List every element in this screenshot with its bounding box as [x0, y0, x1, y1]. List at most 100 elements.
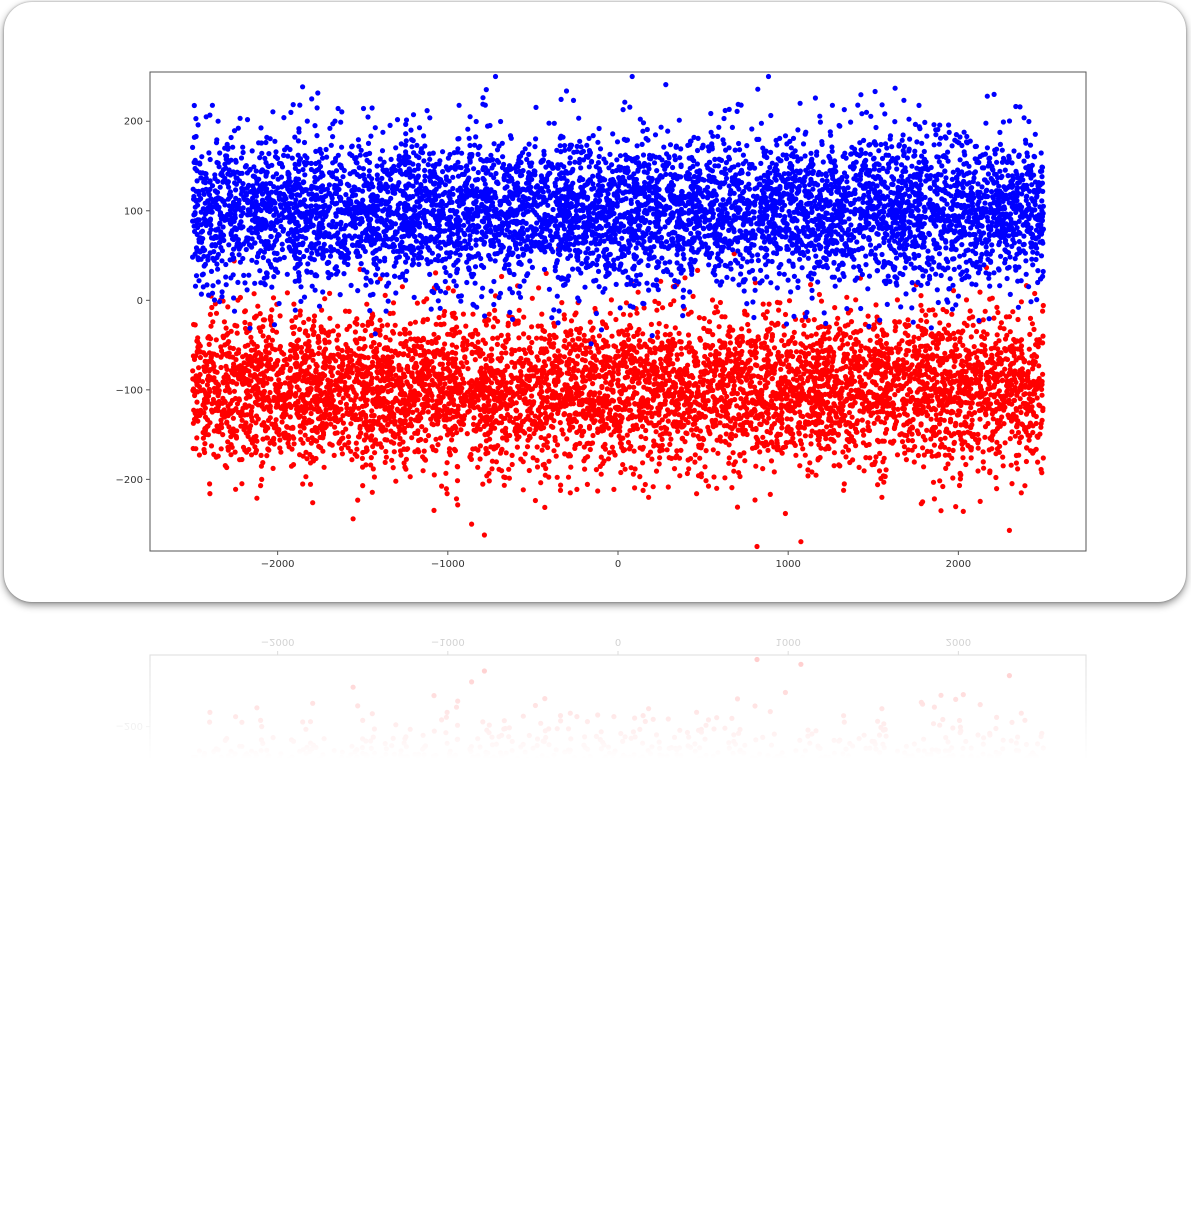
- series-1-point: [444, 460, 450, 466]
- series-1-point: [306, 316, 312, 322]
- series-1-point: [800, 446, 806, 452]
- series-1-point: [471, 415, 477, 421]
- series-1-point: [420, 335, 426, 341]
- series-1-point: [260, 317, 266, 323]
- series-1-point: [482, 356, 489, 362]
- series-1-point: [953, 504, 959, 510]
- series-1-point: [436, 314, 442, 321]
- series-1-point: [259, 476, 265, 482]
- series-1-point: [203, 352, 209, 358]
- series-1-point: [506, 475, 512, 481]
- series-1-point: [194, 435, 200, 441]
- series-1-point: [903, 457, 910, 463]
- series-1-point: [551, 341, 557, 347]
- series-1-point: [452, 448, 458, 454]
- series-1-point: [690, 293, 696, 299]
- series-1-point: [310, 500, 316, 506]
- series-1-point: [568, 328, 574, 334]
- series-1-point: [244, 329, 250, 336]
- series-1-point: [516, 335, 522, 341]
- series-1-point: [710, 447, 716, 453]
- series-1-point: [766, 301, 772, 307]
- series-1-point: [921, 464, 927, 470]
- series-1-point: [213, 337, 219, 343]
- series-1-point: [197, 354, 203, 361]
- series-1-point: [423, 437, 429, 444]
- series-1-point: [870, 362, 876, 369]
- series-1-point: [542, 336, 548, 342]
- series-1-point: [733, 433, 739, 439]
- series-1-point: [241, 412, 248, 418]
- series-1-point: [835, 431, 842, 437]
- series-1-point: [829, 386, 835, 392]
- series-1-point: [557, 420, 563, 426]
- series-1-point: [738, 396, 744, 402]
- series-1-point: [343, 341, 349, 348]
- series-1-point: [884, 384, 890, 390]
- series-1-point: [698, 369, 704, 375]
- series-1-point: [1013, 379, 1019, 385]
- series-1-point: [746, 328, 752, 334]
- series-1-point: [271, 396, 277, 402]
- series-1-point: [646, 379, 652, 385]
- series-1-point: [786, 362, 792, 368]
- series-1-point: [1035, 459, 1041, 465]
- series-1-point: [542, 405, 548, 411]
- series-1-point: [412, 336, 418, 342]
- series-1-point: [399, 284, 405, 290]
- series-1-point: [931, 496, 938, 502]
- series-1-point: [392, 350, 398, 356]
- series-1-point: [320, 420, 326, 426]
- series-1-point: [440, 346, 446, 352]
- series-1-point: [668, 455, 675, 461]
- series-1-point: [303, 474, 309, 480]
- series-1-point: [933, 412, 939, 418]
- series-1-point: [196, 452, 202, 458]
- series-1-point: [782, 311, 789, 318]
- series-1-point: [703, 448, 709, 454]
- series-1-point: [525, 357, 531, 363]
- series-1-point: [553, 382, 559, 388]
- series-1-point: [1040, 371, 1046, 377]
- series-1-point: [950, 409, 956, 415]
- series-1-point: [982, 434, 988, 440]
- series-1-point: [317, 388, 323, 394]
- series-1-point: [220, 432, 226, 438]
- series-1-point: [808, 333, 815, 339]
- series-1-point: [797, 358, 803, 364]
- series-1-point: [585, 440, 592, 446]
- series-1-point: [678, 351, 685, 357]
- series-1-point: [693, 381, 699, 387]
- series-1-point: [963, 347, 969, 353]
- series-1-point: [631, 333, 637, 339]
- series-1-point: [809, 428, 815, 434]
- series-1-point: [721, 423, 727, 429]
- series-1-point: [858, 348, 864, 354]
- series-1-point: [518, 372, 524, 378]
- series-1-point: [609, 372, 615, 378]
- series-1-point: [900, 396, 907, 402]
- series-1-point: [641, 409, 647, 415]
- series-1-point: [662, 381, 668, 388]
- series-1-point: [779, 338, 785, 344]
- series-1-point: [667, 441, 673, 447]
- series-1-point: [640, 460, 646, 466]
- series-1-point: [876, 439, 882, 445]
- series-1-point: [1034, 382, 1040, 388]
- series-1-point: [856, 464, 862, 470]
- series-1-point: [337, 399, 344, 405]
- series-1-point: [643, 360, 649, 366]
- series-1-point: [370, 390, 376, 396]
- series-1-point: [960, 508, 966, 514]
- series-1-point: [300, 481, 306, 487]
- series-1-point: [306, 338, 312, 345]
- series-1-point: [651, 381, 657, 387]
- series-1-point: [270, 295, 277, 301]
- series-1-point: [639, 423, 646, 429]
- series-1-point: [621, 385, 628, 391]
- series-1-point: [575, 353, 581, 359]
- series-1-point: [944, 309, 950, 315]
- series-1-point: [575, 336, 581, 342]
- series-1-point: [659, 442, 665, 448]
- series-1-point: [267, 389, 273, 396]
